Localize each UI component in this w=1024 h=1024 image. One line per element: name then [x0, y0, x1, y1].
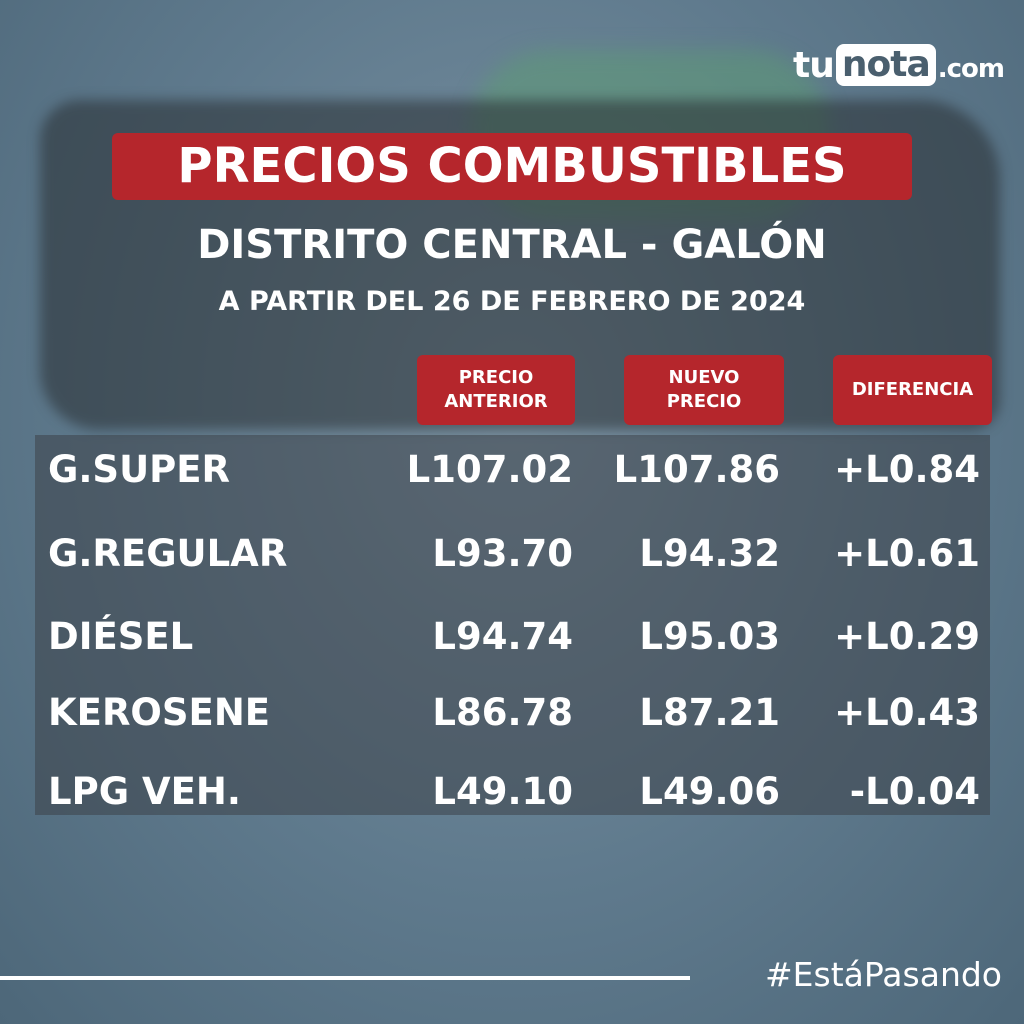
column-header: DIFERENCIA [833, 355, 992, 425]
logo-text: nota [835, 44, 936, 86]
logo-text: .com [937, 54, 1005, 84]
hashtag: #EstáPasando [765, 955, 1002, 994]
price-value: L49.06 [639, 770, 780, 813]
fuel-name: LPG VEH. [48, 770, 241, 813]
table-background [35, 435, 990, 815]
title: PRECIOS COMBUSTIBLES [112, 133, 912, 200]
logo-text: tu [793, 44, 835, 86]
price-value: L87.21 [639, 691, 780, 734]
logo: tu nota .com [793, 44, 1005, 86]
fuel-name: KEROSENE [48, 691, 271, 734]
price-value: L95.03 [639, 615, 780, 658]
divider [0, 976, 690, 980]
header-line: PRECIO [458, 367, 534, 388]
column-header: NUEVO PRECIO [624, 355, 784, 425]
price-value: +L0.61 [834, 532, 980, 575]
price-value: L86.78 [432, 691, 573, 734]
price-value: L94.74 [432, 615, 573, 658]
price-value: +L0.43 [834, 691, 980, 734]
fuel-name: G.REGULAR [48, 532, 288, 575]
price-value: L93.70 [432, 532, 573, 575]
price-value: L107.02 [406, 448, 573, 491]
subtitle: DISTRITO CENTRAL - GALÓN [197, 222, 827, 268]
fuel-name: DIÉSEL [48, 615, 194, 658]
header-line: ANTERIOR [444, 391, 548, 412]
header-line: PRECIO [666, 391, 742, 412]
price-value: +L0.84 [834, 448, 980, 491]
price-value: -L0.04 [849, 770, 980, 813]
price-value: L107.86 [613, 448, 780, 491]
header-line: NUEVO [668, 367, 740, 388]
fuel-name: G.SUPER [48, 448, 231, 491]
price-value: L49.10 [432, 770, 573, 813]
price-value: +L0.29 [834, 615, 980, 658]
column-header: PRECIO ANTERIOR [417, 355, 575, 425]
date: A PARTIR DEL 26 DE FEBRERO DE 2024 [218, 286, 806, 317]
header-line: DIFERENCIA [851, 379, 974, 400]
price-value: L94.32 [639, 532, 780, 575]
